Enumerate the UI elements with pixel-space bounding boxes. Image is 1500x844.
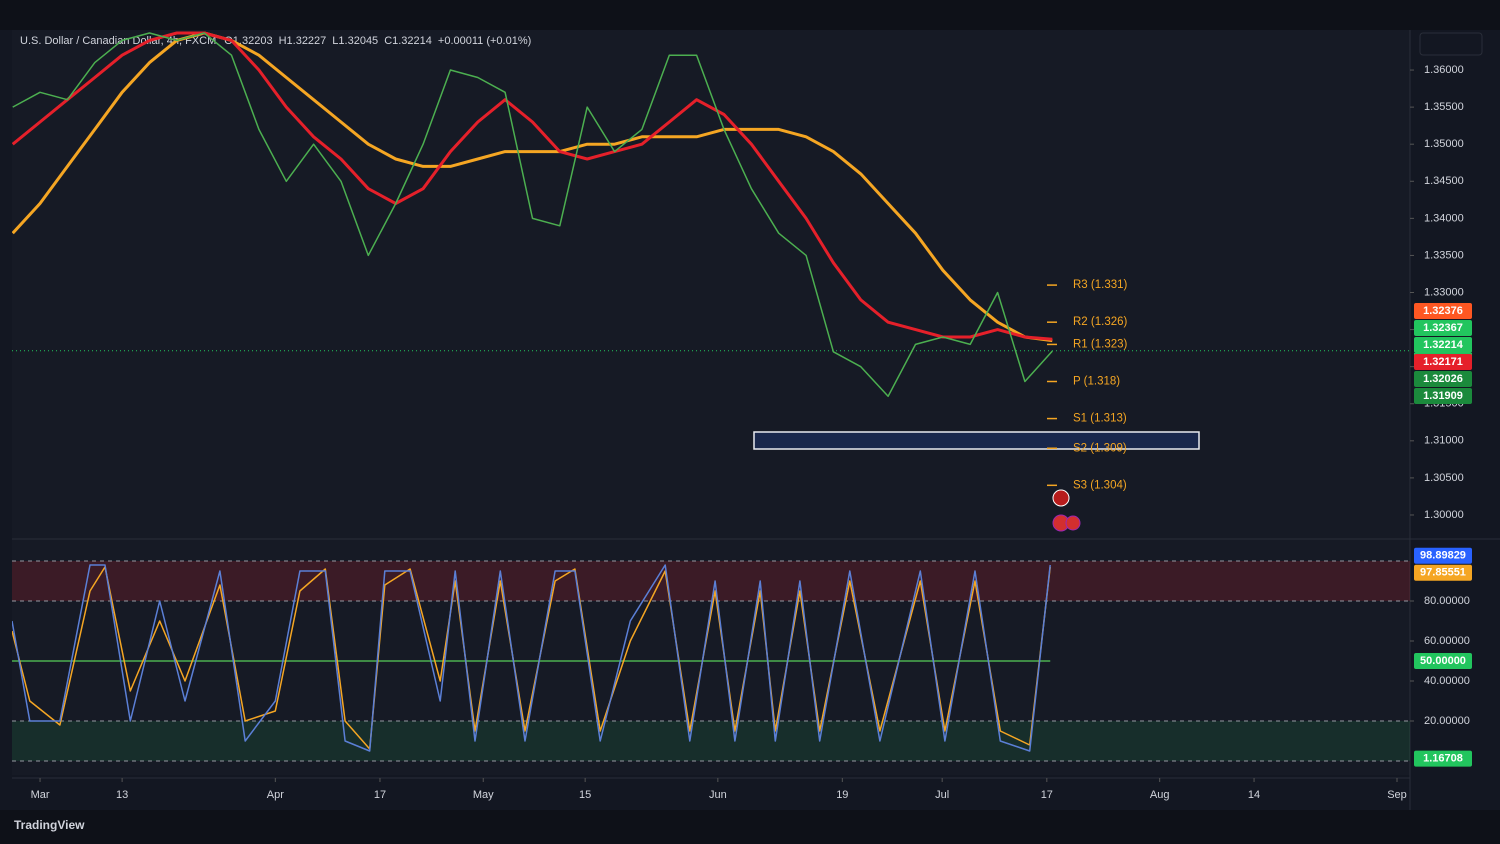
price-badge-label: 1.32026	[1423, 373, 1463, 385]
ohlc-value: +0.00011 (+0.01%)	[438, 35, 531, 47]
event-icon	[1052, 489, 1070, 507]
y-tick-label: 1.35000	[1424, 138, 1464, 150]
brand: TradingView	[14, 818, 85, 832]
price-badge	[1414, 303, 1472, 320]
price-badge	[1414, 320, 1472, 337]
event-icon	[1065, 515, 1081, 531]
price-badge	[1414, 337, 1472, 354]
price-badge	[1414, 750, 1472, 767]
x-tick-label: Mar	[31, 789, 50, 801]
oversold-zone	[12, 721, 1410, 761]
y-tick-label: 1.33500	[1424, 249, 1464, 261]
x-tick-label: Jul	[935, 789, 949, 801]
pivot-label: S2 (1.309)	[1073, 442, 1127, 454]
price-badge-label: 1.32367	[1423, 322, 1463, 334]
x-tick-label: 13	[116, 789, 128, 801]
price-badge-label: 1.32376	[1423, 305, 1463, 317]
y-tick-label: 20.00000	[1424, 715, 1470, 727]
y-tick-label: 1.31000	[1424, 435, 1464, 447]
x-tick-label: 17	[1041, 789, 1053, 801]
y-tick-label: 1.34000	[1424, 212, 1464, 224]
series-line	[12, 564, 1051, 752]
price-badge	[1414, 653, 1472, 669]
pivot-label: R1 (1.323)	[1073, 338, 1128, 350]
x-tick-label: 17	[374, 789, 386, 801]
price-badge-label: 98.89829	[1420, 550, 1466, 562]
ohlc-value: H1.32227	[279, 35, 327, 47]
x-tick-label: Sep	[1387, 789, 1407, 801]
y-tick-label: 60.00000	[1424, 635, 1470, 647]
price-badge-label: 97.85551	[1420, 567, 1466, 579]
y-tick-label: 1.36000	[1424, 64, 1464, 76]
overbought-zone	[12, 561, 1410, 601]
price-badge	[1414, 371, 1472, 388]
y-tick-label: 1.35500	[1424, 101, 1464, 113]
x-tick-label: Apr	[267, 789, 284, 801]
axis-button[interactable]	[1419, 32, 1483, 56]
price-badge-label: 1.16708	[1423, 753, 1463, 765]
price-badge	[1414, 354, 1472, 371]
pivot-label: R3 (1.331)	[1073, 279, 1128, 291]
y-tick-label: 40.00000	[1424, 675, 1470, 687]
price-badge-label: 1.31909	[1423, 390, 1463, 402]
y-tick-label: 1.30000	[1424, 509, 1464, 521]
pivot-label: P (1.318)	[1073, 376, 1120, 388]
price-badge-label: 1.32214	[1423, 339, 1464, 351]
y-tick-label: 1.30500	[1424, 472, 1464, 484]
pivot-label: S3 (1.304)	[1073, 479, 1127, 491]
series-line	[12, 31, 1053, 341]
y-tick-label: 80.00000	[1424, 595, 1470, 607]
support-zone	[753, 431, 1200, 450]
bottom-bar	[0, 810, 1500, 844]
ohlc-value: C1.32214	[384, 35, 432, 47]
series-line	[12, 32, 1053, 398]
x-tick-label: May	[473, 789, 494, 801]
x-tick-label: 19	[836, 789, 848, 801]
pivot-label: R2 (1.326)	[1073, 316, 1128, 328]
x-tick-label: 15	[579, 789, 591, 801]
pivot-label: S1 (1.313)	[1073, 413, 1127, 425]
x-tick-label: Aug	[1150, 789, 1170, 801]
x-tick-label: Jun	[709, 789, 727, 801]
y-tick-label: 1.34500	[1424, 175, 1464, 187]
ohlc-value: L1.32045	[332, 35, 378, 47]
price-badge-label: 1.32171	[1423, 356, 1463, 368]
price-badge	[1414, 547, 1472, 564]
price-badge-label: 50.00000	[1420, 655, 1466, 667]
x-tick-label: 14	[1248, 789, 1260, 801]
price-badge	[1414, 388, 1472, 405]
top-bar	[0, 0, 1500, 30]
price-badge	[1414, 564, 1472, 581]
plot-area	[12, 30, 1410, 775]
y-tick-label: 1.33000	[1424, 286, 1464, 298]
